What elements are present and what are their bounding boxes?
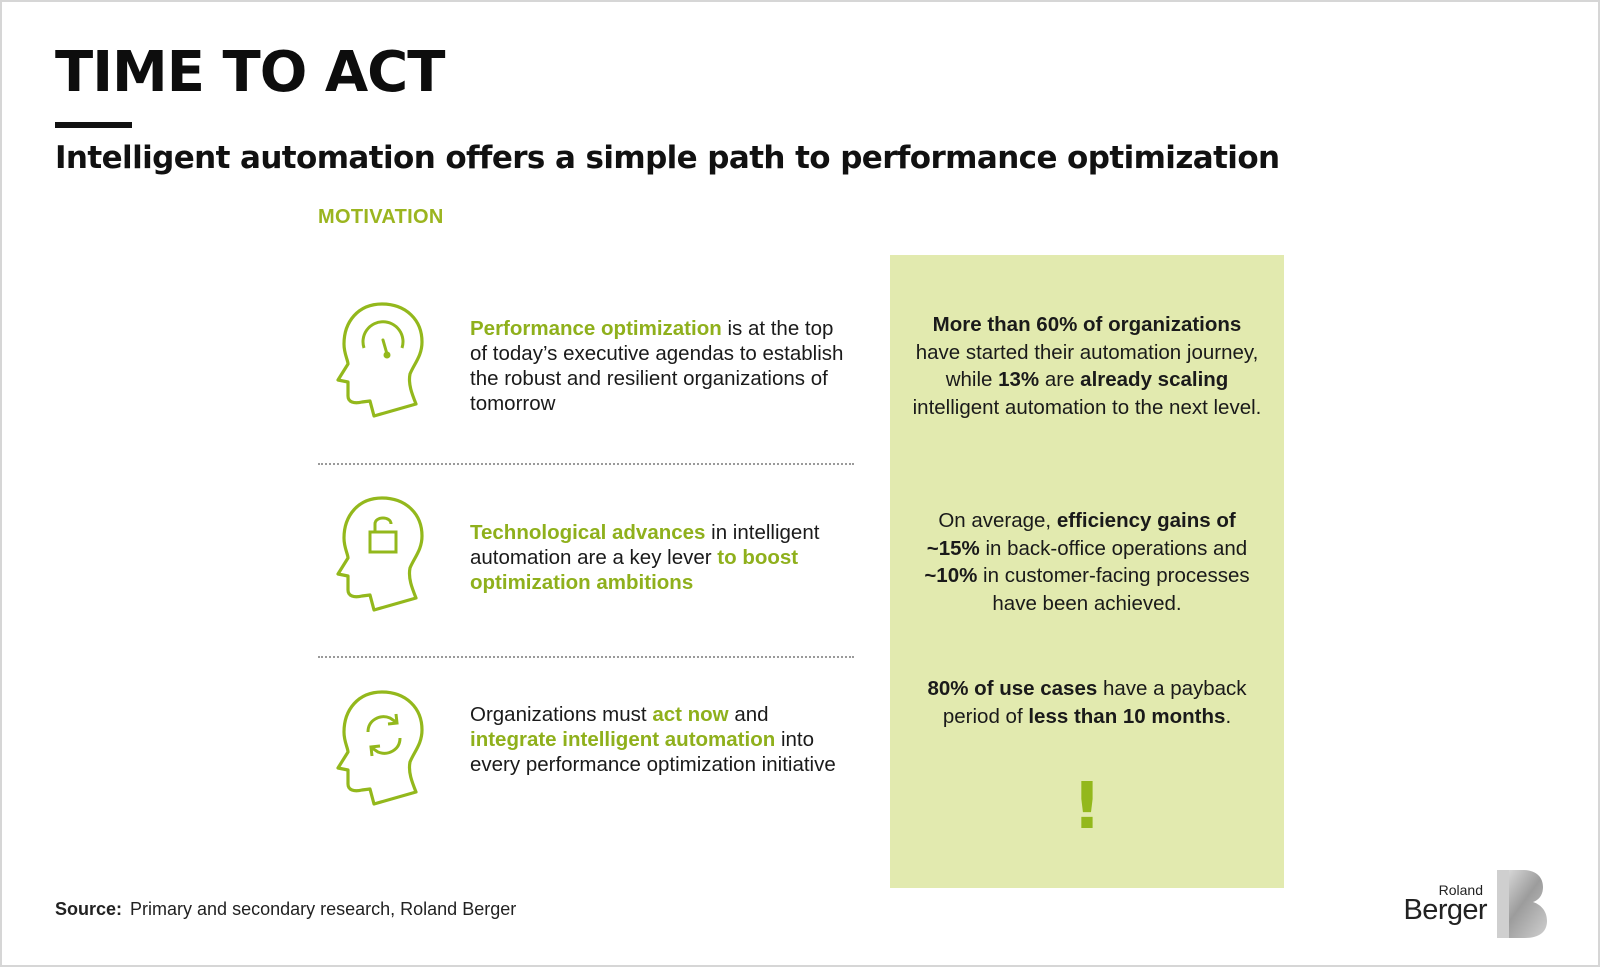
- stat-body: .: [1225, 704, 1232, 728]
- stat-emphasis: ~10%: [924, 564, 978, 587]
- page-title: TIME TO ACT: [55, 40, 445, 105]
- motivation-item: Performance optimization is at the top o…: [318, 300, 854, 425]
- divider: [318, 463, 854, 465]
- motivation-item: Organizations must act now and integrate…: [318, 688, 854, 813]
- body-text: into every performance optimization init…: [470, 728, 836, 776]
- logo-text-berger: Berger: [1403, 894, 1488, 926]
- page-subtitle: Intelligent automation offers a simple p…: [55, 140, 1280, 176]
- highlight-text: Technological advances: [470, 521, 706, 544]
- logo-b-mark-icon: [1497, 870, 1547, 938]
- source-label: Source:: [55, 899, 123, 919]
- stat-emphasis: 13%: [998, 368, 1040, 391]
- stat-body: have started their automation journey, w…: [915, 340, 1259, 392]
- highlight-text: act now: [652, 703, 729, 726]
- head-lock-icon: [336, 496, 424, 612]
- stat-body: are: [1039, 368, 1081, 391]
- stat-body: have a payback period of: [942, 677, 1247, 728]
- highlight-text: Performance optimization: [470, 317, 722, 340]
- exclamation-mark: !: [1072, 770, 1102, 844]
- divider: [318, 656, 854, 658]
- motivation-item-text: Organizations must act now and integrate…: [470, 702, 850, 777]
- body-text: Organizations must: [470, 703, 653, 726]
- head-refresh-icon: [336, 690, 424, 806]
- source-text: Primary and secondary research, Roland B…: [130, 899, 517, 919]
- stat-body: in back-office operations and: [979, 536, 1248, 560]
- source-note: Source: Primary and secondary research, R…: [55, 899, 516, 920]
- stat-emphasis: More than 60% of organizations: [932, 313, 1242, 336]
- stat-emphasis: already scaling: [1080, 368, 1229, 391]
- stat-emphasis: less than 10 months: [1028, 704, 1226, 728]
- stats-panel: More than 60% of organizations have star…: [890, 255, 1284, 888]
- stat-text: More than 60% of organizations have star…: [910, 311, 1264, 421]
- motivation-label: MOTIVATION: [318, 206, 444, 228]
- title-underline: [55, 122, 132, 128]
- roland-berger-logo: Roland Berger: [1397, 868, 1549, 940]
- body-text: is at the top of today’s executive agend…: [470, 317, 844, 415]
- stat-emphasis: 80% of use cases: [927, 677, 1098, 700]
- stat-body: in customer-facing processes have been a…: [977, 564, 1250, 615]
- logo-text-roland: Roland: [1438, 882, 1483, 898]
- motivation-item: Technological advances in intelligent au…: [318, 494, 854, 619]
- stat-body: On average,: [938, 509, 1057, 532]
- body-text: and: [728, 703, 769, 726]
- stat-text: 80% of use cases have a payback period o…: [910, 675, 1264, 730]
- stat-text: On average, efficiency gains of ~15% in …: [910, 507, 1264, 617]
- motivation-item-text: Performance optimization is at the top o…: [470, 316, 850, 416]
- stat-body: intelligent automation to the next level…: [912, 395, 1262, 419]
- body-text: in intelligent automation are a key leve…: [470, 521, 820, 569]
- motivation-item-text: Technological advances in intelligent au…: [470, 520, 850, 595]
- highlight-text: integrate intelligent automation: [470, 728, 776, 751]
- stat-emphasis: efficiency gains of ~15%: [926, 509, 1236, 560]
- highlight-text: to boost optimization ambitions: [470, 546, 799, 594]
- head-gauge-icon: [336, 302, 424, 418]
